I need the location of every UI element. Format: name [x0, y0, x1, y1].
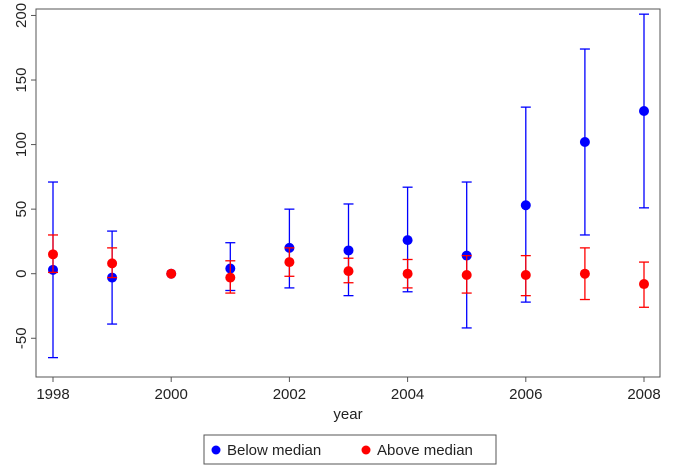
data-point: [166, 268, 177, 279]
x-tick-label: 1998: [36, 386, 69, 403]
data-point: [48, 249, 58, 260]
legend-marker-above-median: [361, 445, 371, 455]
legend-box: [203, 434, 497, 465]
data-point: [639, 106, 649, 117]
data-point: [343, 266, 354, 277]
x-tick-label: 2008: [627, 386, 660, 403]
data-point: [225, 272, 236, 283]
legend: Below median Above median: [203, 434, 497, 465]
data-point: [343, 245, 354, 256]
legend-label-below-median: Below median: [227, 442, 321, 459]
y-tick-label: 50: [13, 201, 30, 218]
legend-marker-below-median: [211, 445, 221, 455]
data-point: [402, 235, 413, 246]
data-point: [579, 268, 590, 279]
x-tick-label: 2004: [391, 386, 424, 403]
data-point: [520, 269, 531, 280]
x-tick-label: 2002: [273, 386, 306, 403]
data-point: [107, 258, 118, 269]
x-tick-label: 2006: [509, 386, 542, 403]
y-tick-label: 100: [13, 132, 30, 157]
data-point: [579, 136, 590, 147]
x-axis-title: year: [333, 406, 362, 423]
plot-frame: [35, 8, 661, 378]
series-below-median: [48, 13, 649, 359]
legend-label-above-median: Above median: [377, 442, 473, 459]
series-above-median: [48, 234, 649, 308]
data-point: [639, 279, 649, 290]
data-point: [461, 269, 472, 280]
y-tick-label: -50: [13, 327, 30, 349]
y-tick-label: 150: [13, 68, 30, 93]
y-tick-label: 200: [13, 3, 30, 28]
x-tick-label: 2000: [155, 386, 188, 403]
data-point: [402, 268, 413, 279]
data-point: [284, 257, 295, 268]
data-point: [520, 200, 531, 211]
y-tick-label: 0: [13, 270, 30, 278]
